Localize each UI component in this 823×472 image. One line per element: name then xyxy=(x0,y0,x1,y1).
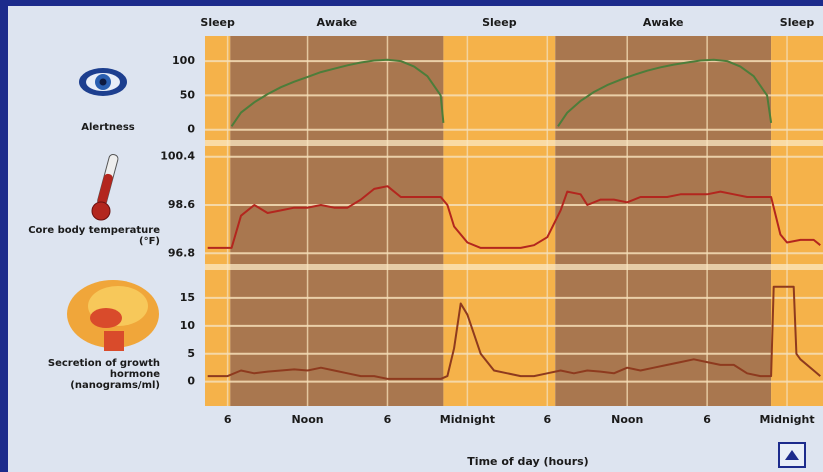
arrow-icon xyxy=(780,444,804,466)
y-tick-label: 0 xyxy=(187,375,195,388)
x-tick-label: 6 xyxy=(703,413,711,426)
y-tick-label: 98.6 xyxy=(168,198,195,211)
x-axis-title: Time of day (hours) xyxy=(467,455,588,468)
panel-label: Core body temperature (°F) xyxy=(10,225,160,247)
y-tick-label: 15 xyxy=(180,291,195,304)
thermometer-icon xyxy=(92,154,119,220)
period-label: Awake xyxy=(317,16,358,29)
x-tick-label: Noon xyxy=(291,413,323,426)
x-tick-label: Midnight xyxy=(440,413,495,426)
y-tick-label: 5 xyxy=(187,347,195,360)
panel-separator xyxy=(205,140,823,146)
period-label: Sleep xyxy=(780,16,815,29)
x-tick-label: 6 xyxy=(384,413,392,426)
panel-label: Secretion of growth hormone (nanograms/m… xyxy=(28,358,160,391)
period-band xyxy=(555,36,771,406)
frame: Sleep Awake Sleep Awake Sleep 6 Noon 6 Midnight 6… xyxy=(8,6,823,472)
brain-icon xyxy=(67,280,159,351)
y-tick-label: 100.4 xyxy=(160,150,195,163)
period-label: Sleep xyxy=(482,16,517,29)
y-tick-label: 10 xyxy=(180,319,196,332)
x-tick-label: 6 xyxy=(224,413,232,426)
y-tick-label: 0 xyxy=(187,123,195,136)
y-tick-label: 96.8 xyxy=(168,246,195,259)
panel-separator xyxy=(205,264,823,270)
scroll-up-button[interactable] xyxy=(778,442,806,468)
x-tick-label: 6 xyxy=(543,413,551,426)
period-band xyxy=(230,36,443,406)
eye-icon xyxy=(79,68,127,96)
period-label: Sleep xyxy=(200,16,235,29)
period-band xyxy=(205,36,230,406)
y-tick-label: 100 xyxy=(172,54,195,67)
x-tick-label: Noon xyxy=(611,413,643,426)
panel-label: Alertness xyxy=(58,122,158,133)
period-band xyxy=(443,36,555,406)
period-label: Awake xyxy=(643,16,684,29)
y-tick-label: 50 xyxy=(180,88,196,101)
page: Sleep Awake Sleep Awake Sleep 6 Noon 6 Midnight 6… xyxy=(0,0,823,472)
x-tick-label: Midnight xyxy=(759,413,814,426)
